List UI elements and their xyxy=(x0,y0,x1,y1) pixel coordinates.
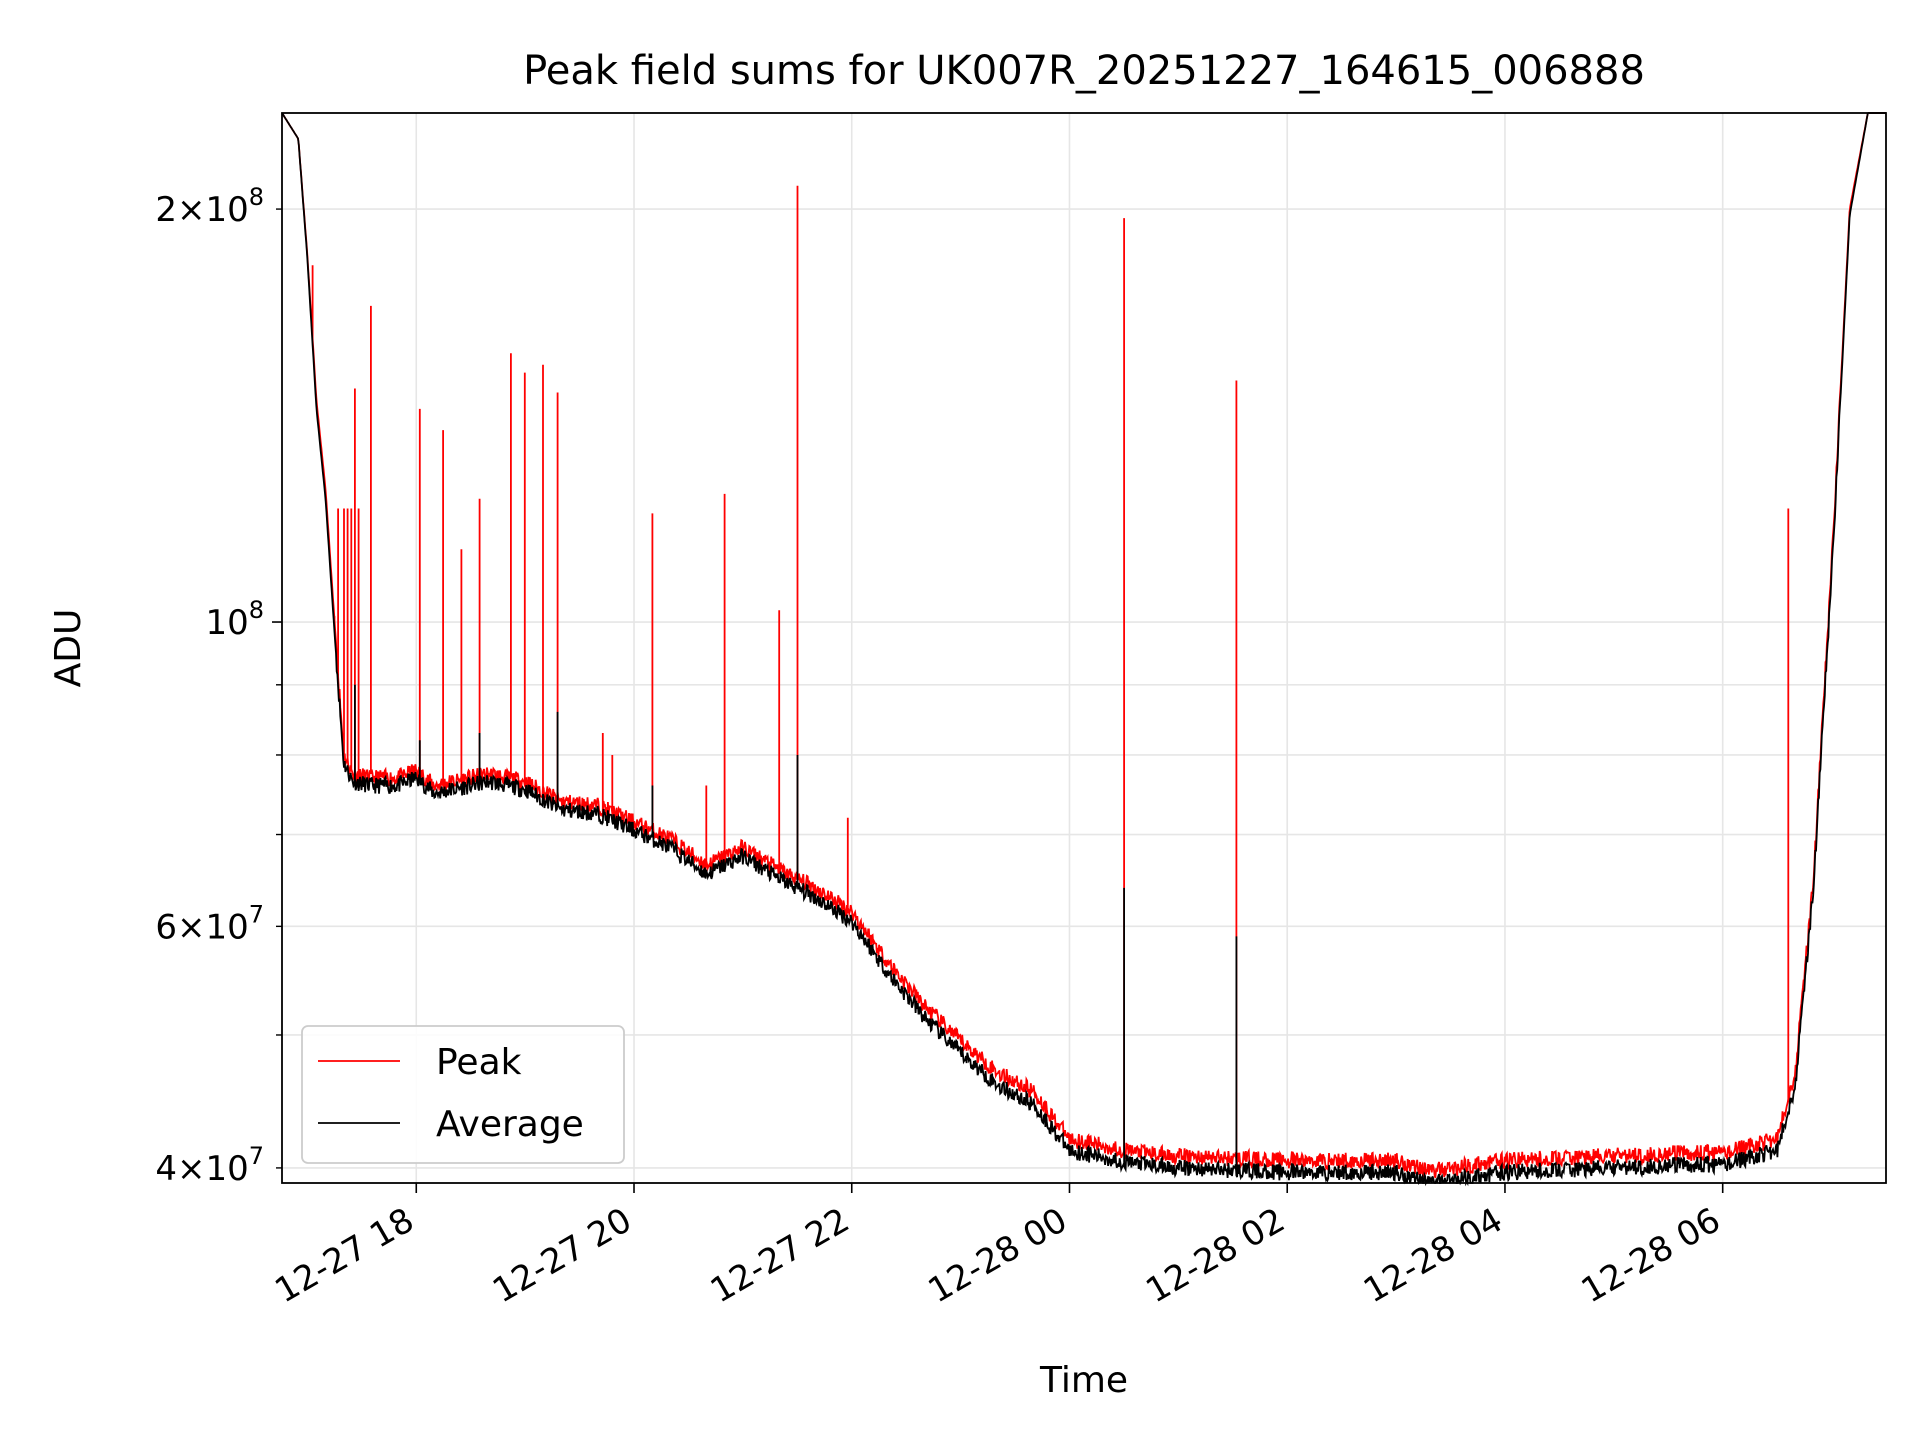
y-tick-label: 2×108 xyxy=(155,183,264,230)
series-line-peak xyxy=(281,112,1886,1179)
legend-label-average: Average xyxy=(436,1104,584,1145)
x-axis-label: Time xyxy=(1039,1360,1128,1401)
y-tick-label: 108 xyxy=(205,596,264,643)
series-layer xyxy=(281,112,1886,1187)
chart-title: Peak field sums for UK007R_20251227_1646… xyxy=(523,48,1645,94)
legend: Peak Average xyxy=(301,1025,625,1164)
y-tick-label: 6×107 xyxy=(155,900,264,947)
y-axis-ticks: 108 4×107 6×107 2×108 xyxy=(155,183,282,1189)
y-tick-label: 4×107 xyxy=(155,1142,264,1189)
legend-label-peak: Peak xyxy=(436,1042,522,1083)
plot-area-frame xyxy=(281,112,1887,1184)
y-axis-label: ADU xyxy=(48,609,89,688)
series-line-average xyxy=(281,112,1886,1187)
